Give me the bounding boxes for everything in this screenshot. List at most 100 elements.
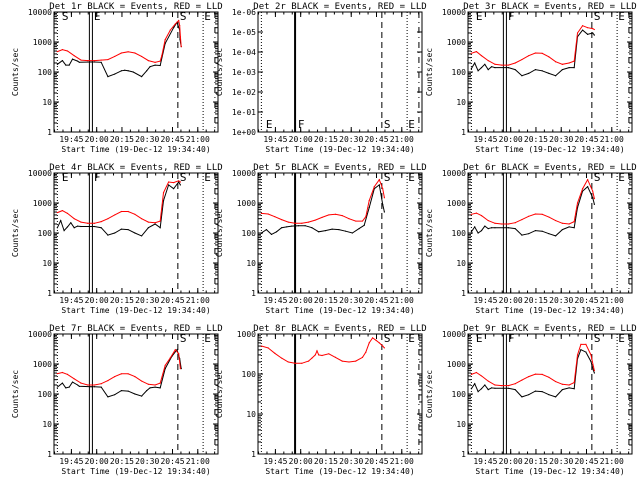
data-point-lld	[507, 64, 510, 66]
event-marker-letter: F	[94, 171, 101, 184]
data-point-lld	[470, 373, 472, 376]
data-point-events	[581, 29, 584, 31]
data-point-lld	[316, 350, 318, 352]
data-point-events	[78, 61, 80, 63]
data-point-events	[541, 230, 543, 232]
data-point-lld	[548, 216, 550, 218]
data-point-events	[141, 235, 143, 237]
data-point-events	[178, 181, 180, 183]
x-tick-label: 21:00	[186, 135, 210, 144]
data-point-events	[76, 225, 79, 227]
data-point-lld	[576, 354, 579, 356]
x-tick-label: 20:00	[499, 457, 523, 466]
data-point-lld	[580, 343, 582, 346]
data-point-events	[127, 70, 129, 72]
data-point-events	[573, 227, 575, 229]
data-point-lld	[534, 52, 536, 54]
data-point-lld	[61, 209, 64, 212]
data-point-lld	[494, 384, 496, 386]
x-tick-label: 21:00	[600, 135, 624, 144]
data-point-events	[65, 64, 67, 66]
data-point-events	[568, 226, 570, 228]
y-tick-label: 100	[242, 229, 257, 238]
event-marker-letter: S	[384, 118, 391, 131]
data-point-lld	[507, 385, 510, 387]
y-axis-label: Counts/sec	[11, 370, 20, 418]
data-point-events	[100, 227, 102, 229]
data-point-lld	[80, 382, 82, 384]
x-tick-label: 19:45	[473, 296, 497, 305]
data-point-events	[480, 388, 483, 390]
data-point-events	[63, 230, 65, 232]
data-point-events	[127, 228, 129, 231]
data-point-lld	[159, 382, 161, 384]
x-tick-label: 20:45	[160, 296, 184, 305]
data-point-lld	[154, 384, 156, 386]
data-point-lld	[514, 383, 516, 385]
data-point-events	[149, 387, 151, 389]
data-point-events	[378, 184, 380, 186]
data-point-events	[484, 63, 486, 65]
data-point-lld	[534, 373, 536, 375]
data-point-events	[514, 228, 516, 230]
data-point-lld	[66, 212, 69, 215]
panel-det-7r: Det 7r BLACK = Events, RED = LLD 1 10 100 10…	[11, 324, 223, 476]
x-axis-label: Start Time (19-Dec-12 19:34:40)	[475, 306, 624, 315]
data-point-events	[107, 234, 109, 236]
data-point-lld	[561, 383, 563, 385]
x-tick-label: 20:45	[364, 296, 388, 305]
data-point-events	[487, 69, 489, 71]
panel-det-6r: Det 6r BLACK = Events, RED = LLD 1 10 100 10…	[425, 163, 637, 315]
data-point-events	[573, 67, 575, 69]
x-tick-label: 20:45	[574, 135, 598, 144]
data-point-events	[71, 381, 74, 383]
panel-title: Det 2r BLACK = Events, RED = LLD	[253, 2, 426, 12]
data-point-lld	[73, 218, 75, 220]
y-tick-label: 100	[452, 229, 467, 238]
data-point-events	[134, 232, 136, 234]
x-tick-label: 21:00	[600, 457, 624, 466]
x-tick-label: 20:15	[110, 457, 134, 466]
data-point-lld	[134, 376, 136, 378]
data-point-events	[593, 372, 595, 374]
data-point-lld	[487, 59, 489, 62]
data-point-events	[487, 389, 489, 391]
event-marker-letter: S	[594, 10, 601, 23]
series-line-events	[470, 185, 595, 237]
panel-title: Det 1r BLACK = Events, RED = LLD	[49, 2, 222, 12]
data-point-lld	[174, 23, 176, 25]
data-point-lld	[134, 213, 136, 215]
data-point-lld	[480, 55, 483, 57]
data-point-events	[470, 231, 472, 233]
data-point-events	[593, 34, 595, 36]
panel-det-4r: Det 4r BLACK = Events, RED = LLD 1 10 100 10…	[11, 163, 223, 315]
series-line-lld	[471, 343, 595, 387]
x-tick-label: 19:45	[263, 296, 287, 305]
x-tick-label: 20:45	[160, 457, 184, 466]
data-point-events	[507, 387, 510, 389]
event-marker-letter: S	[594, 332, 601, 345]
data-point-events	[331, 228, 333, 230]
y-tick-label: 1000	[447, 199, 466, 208]
data-point-events	[534, 69, 536, 71]
x-axis-label: Start Time (19-Dec-12 19:34:40)	[475, 467, 624, 476]
data-point-lld	[541, 213, 543, 215]
data-point-lld	[307, 221, 310, 223]
data-point-lld	[141, 55, 143, 58]
data-point-lld	[528, 376, 530, 378]
data-point-events	[120, 70, 122, 72]
data-point-events	[141, 395, 143, 397]
data-point-events	[173, 188, 175, 190]
plot-frame	[467, 11, 633, 133]
data-point-lld	[534, 213, 536, 215]
series-line-events	[56, 181, 181, 237]
data-point-events	[167, 184, 170, 186]
x-tick-label: 19:45	[59, 457, 83, 466]
series-line-events	[470, 349, 595, 398]
x-tick-label: 21:00	[186, 296, 210, 305]
y-tick-label: 10	[42, 420, 52, 429]
event-marker-letter: E	[204, 10, 211, 23]
x-tick-label: 20:15	[110, 135, 134, 144]
data-point-lld	[73, 378, 75, 380]
data-point-events	[507, 227, 510, 229]
